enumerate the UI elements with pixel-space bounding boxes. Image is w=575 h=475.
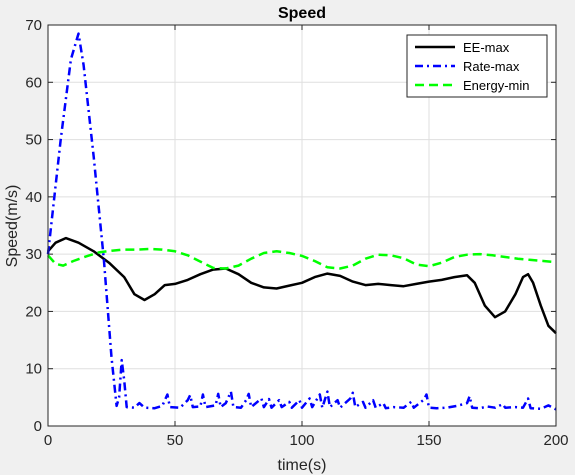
ticks [47,24,557,427]
y-tick-label: 70 [25,17,42,34]
y-tick-label: 30 [25,246,42,263]
x-tick-label: 150 [416,432,441,449]
y-axis-label: Speed(m/s) [4,185,21,268]
y-tick-label: 20 [25,303,42,320]
series-line-0 [47,236,557,335]
legend-label: EE-max [463,40,510,55]
y-tick-label: 10 [25,361,42,378]
chart-title: Speed [278,5,326,22]
legend-label: Energy-min [463,78,529,93]
x-axis-label: time(s) [278,457,327,474]
x-tick-label: 50 [167,432,184,449]
y-tick-label: 50 [25,132,42,149]
y-tick-label: 60 [25,74,42,91]
x-tick-label: 0 [44,432,52,449]
legend-label: Rate-max [463,59,520,74]
legend-box [406,34,548,98]
grid [47,24,557,427]
legend: EE-max Rate-max Energy-min [406,34,548,98]
y-tick-label: 0 [34,418,42,435]
x-tick-label: 100 [289,432,314,449]
x-tick-label: 200 [543,432,568,449]
series-layer [46,32,557,411]
y-tick-label: 40 [25,189,42,206]
series-line-1 [46,32,557,411]
tick-labels: 0 50 100 150 200 0 10 20 30 40 50 60 70 [25,17,568,449]
